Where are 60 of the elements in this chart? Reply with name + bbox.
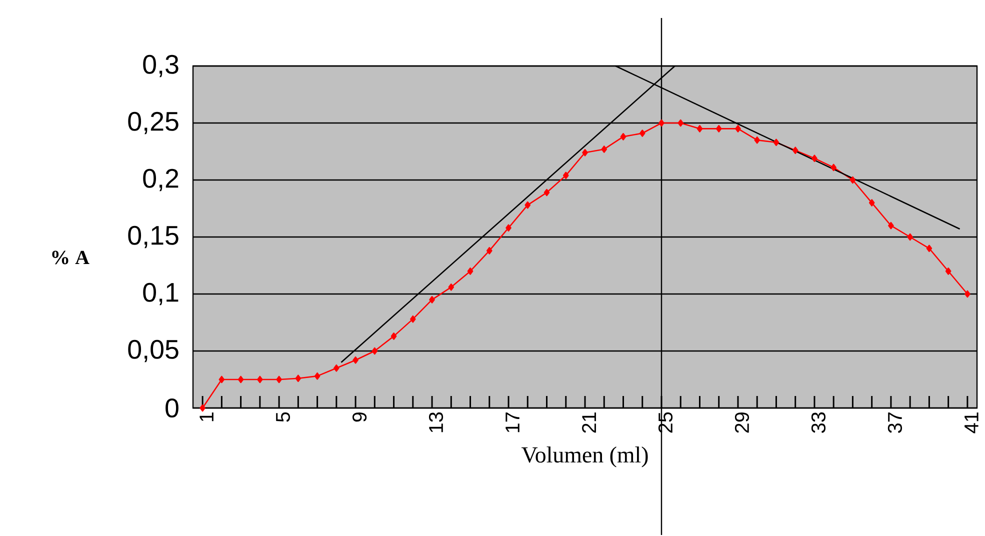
y-tick-label: 0,3 [143, 55, 178, 78]
point [964, 290, 970, 298]
point [562, 172, 569, 180]
point [448, 284, 454, 292]
y-tick-label: 0,25 [128, 112, 178, 134]
y-tick-label: 0 [166, 398, 178, 418]
point [352, 356, 358, 364]
y-tick-label: 0,1 [143, 283, 178, 306]
point [888, 222, 894, 230]
x-tick-label: 9 [352, 412, 367, 422]
x-tick-label: 33 [811, 412, 826, 434]
point [372, 348, 378, 355]
point [582, 149, 588, 156]
point [945, 268, 952, 276]
point [314, 372, 320, 380]
y-tick-label: 0,15 [128, 226, 178, 248]
point [390, 332, 397, 340]
x-tick-label: 13 [428, 412, 444, 432]
point [678, 120, 684, 127]
point [218, 376, 225, 384]
point [257, 376, 263, 384]
point [696, 125, 703, 133]
point [295, 374, 302, 382]
point [907, 234, 913, 241]
point [830, 164, 836, 172]
x-tick-label: 5 [276, 412, 290, 422]
y-axis-title: % A [52, 250, 90, 264]
point [334, 364, 340, 372]
point [812, 154, 818, 162]
point [716, 125, 722, 133]
point [639, 130, 646, 138]
x-tick-label: 1 [200, 412, 214, 422]
point [276, 376, 282, 384]
point [467, 268, 474, 276]
point [792, 146, 798, 154]
x-axis-title: Volumen (ml) [522, 446, 648, 468]
point [620, 133, 626, 141]
point [601, 146, 608, 154]
point [238, 376, 244, 384]
point [773, 138, 780, 146]
point [486, 247, 492, 255]
y-tick-label: 0,05 [128, 340, 178, 362]
point [506, 224, 512, 232]
y-tick-label: 0,2 [143, 169, 178, 192]
x-tick-label: 17 [506, 412, 520, 432]
point [524, 202, 531, 209]
x-tick-label: 37 [888, 412, 902, 434]
point [410, 316, 416, 323]
point [926, 244, 932, 252]
point [544, 189, 550, 196]
point [658, 120, 664, 127]
x-tick-label: 41 [964, 412, 978, 434]
point [868, 199, 875, 207]
point [429, 296, 435, 304]
point [754, 136, 760, 144]
x-tick-label: 29 [734, 412, 750, 433]
point [850, 176, 856, 184]
point [200, 404, 206, 412]
x-tick-label: 21 [582, 412, 596, 433]
point [735, 125, 741, 133]
